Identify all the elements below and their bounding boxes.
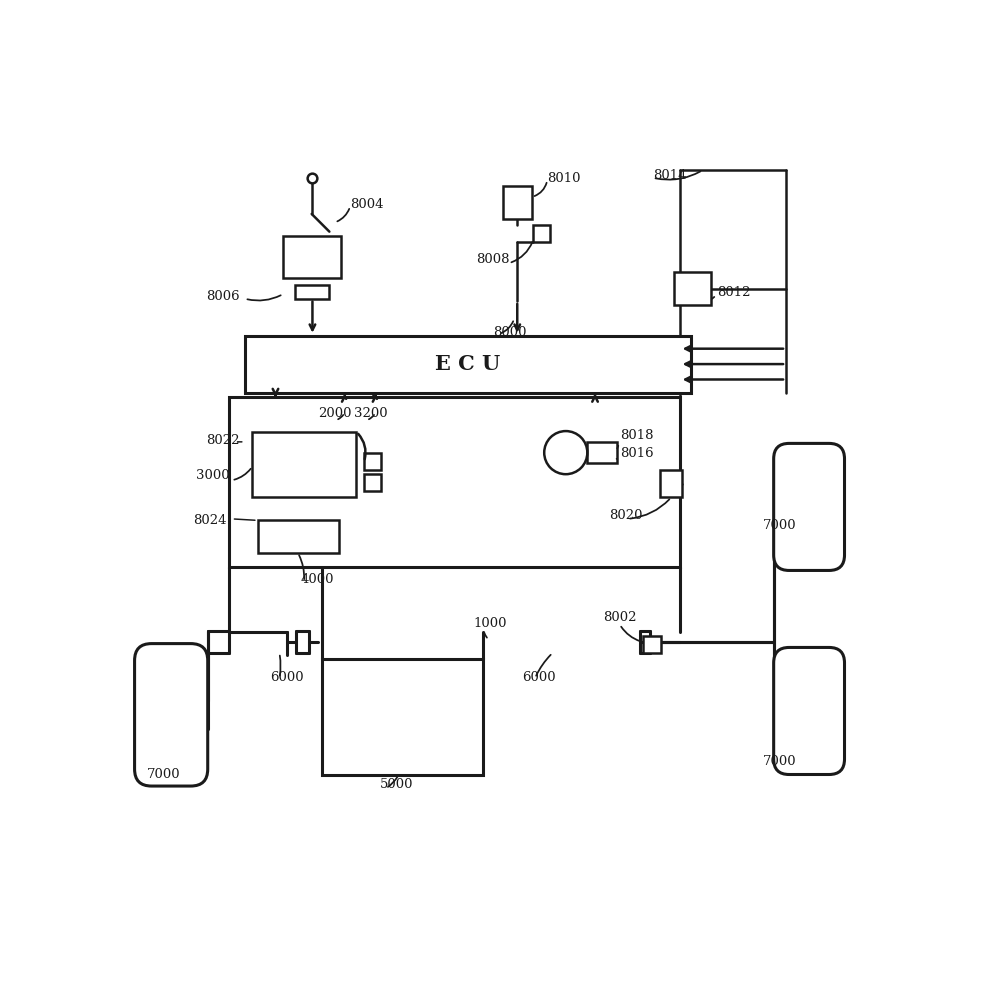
Bar [245, 336, 691, 393]
Text: 3200: 3200 [354, 407, 387, 420]
Text: 8016: 8016 [619, 447, 654, 460]
Bar [364, 453, 381, 470]
FancyBboxPatch shape [135, 644, 207, 786]
Text: E C U: E C U [435, 354, 500, 374]
Text: 8006: 8006 [206, 290, 240, 303]
Text: 6000: 6000 [270, 671, 304, 684]
Text: 8022: 8022 [206, 434, 240, 447]
Text: 8000: 8000 [493, 326, 527, 339]
Text: 8018: 8018 [619, 429, 653, 442]
Bar [673, 272, 711, 305]
Text: 4000: 4000 [301, 573, 334, 586]
Text: 2000: 2000 [318, 407, 351, 420]
Bar [253, 432, 356, 497]
Bar [534, 225, 550, 242]
Bar [643, 636, 662, 653]
Bar [229, 397, 679, 567]
Text: 8010: 8010 [548, 172, 581, 185]
Bar [321, 659, 484, 774]
Text: 3000: 3000 [197, 469, 230, 482]
Text: 5000: 5000 [379, 778, 413, 791]
Text: 8024: 8024 [193, 514, 227, 527]
Text: 1000: 1000 [474, 617, 507, 630]
Bar [295, 285, 329, 299]
Text: 8012: 8012 [717, 286, 750, 299]
Bar [283, 235, 341, 278]
Bar [661, 470, 682, 497]
Text: 7000: 7000 [763, 755, 796, 768]
Text: 8004: 8004 [350, 198, 383, 211]
Bar [258, 520, 338, 553]
Bar [364, 474, 381, 491]
Text: 8014: 8014 [653, 169, 686, 182]
Text: 8002: 8002 [603, 611, 636, 624]
Text: 6000: 6000 [522, 671, 555, 684]
Text: 8020: 8020 [608, 509, 643, 522]
Bar [587, 442, 616, 463]
Text: 7000: 7000 [763, 519, 796, 532]
FancyBboxPatch shape [774, 647, 844, 774]
FancyBboxPatch shape [774, 443, 844, 570]
Text: 7000: 7000 [146, 768, 181, 781]
Text: 8008: 8008 [476, 253, 509, 266]
Bar [502, 186, 532, 219]
